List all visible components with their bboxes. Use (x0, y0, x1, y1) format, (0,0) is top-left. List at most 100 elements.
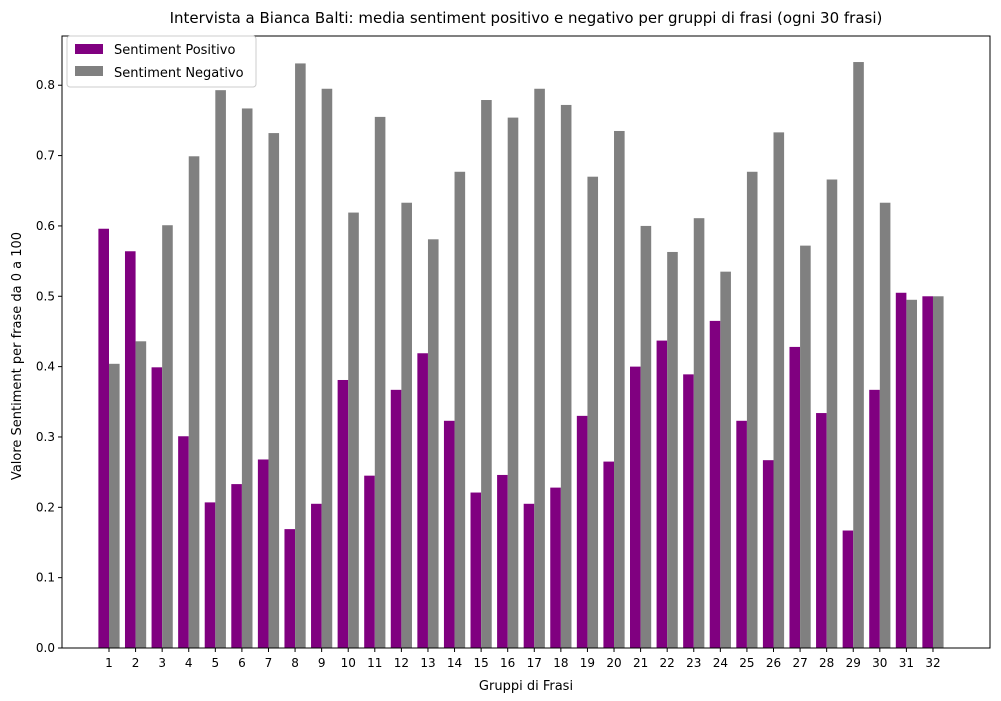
bar-negativo-18 (560, 104, 572, 648)
bar-negativo-17 (534, 88, 545, 648)
bar-negativo-19 (587, 176, 599, 648)
chart-title: Intervista a Bianca Balti: media sentime… (170, 9, 883, 27)
bar-negativo-28 (826, 179, 838, 648)
bar-negativo-6 (241, 108, 253, 648)
plot-frame (61, 35, 991, 649)
y-tick-label-0.2: 0.2 (36, 500, 55, 514)
bar-negativo-10 (348, 212, 359, 648)
x-tick-label-16: 16 (500, 656, 515, 670)
x-tick-label-30: 30 (872, 656, 887, 670)
x-tick-label-29: 29 (846, 656, 861, 670)
x-tick-label-3: 3 (158, 656, 166, 670)
bar-positivo-13 (417, 353, 428, 648)
x-tick-label-17: 17 (527, 656, 542, 670)
legend-label-positivo: Sentiment Positivo (114, 43, 235, 58)
bar-positivo-23 (683, 374, 694, 648)
y-tick-label-0.4: 0.4 (36, 360, 55, 374)
y-tick-label-0.5: 0.5 (36, 289, 55, 303)
x-tick-label-11: 11 (367, 656, 382, 670)
bar-positivo-28 (816, 413, 827, 648)
bar-positivo-22 (656, 340, 668, 648)
x-tick-label-23: 23 (686, 656, 701, 670)
bar-negativo-24 (720, 271, 731, 648)
bar-negativo-8 (295, 63, 306, 649)
x-tick-label-10: 10 (341, 656, 356, 670)
y-axis: 0.0 0.1 0.2 0.3 0.4 0.5 0.6 0.7 0.8 (36, 78, 62, 655)
bar-positivo-32 (922, 296, 933, 648)
bar-negativo-21 (640, 225, 652, 648)
x-tick-label-22: 22 (660, 656, 675, 670)
bar-negativo-22 (667, 251, 678, 648)
bar-positivo-4 (178, 436, 189, 648)
bar-negativo-31 (906, 299, 917, 648)
bar-positivo-12 (390, 389, 402, 648)
y-tick-label-0.3: 0.3 (36, 430, 55, 444)
x-tick-label-21: 21 (633, 656, 648, 670)
x-tick-label-28: 28 (819, 656, 834, 670)
x-tick-label-8: 8 (291, 656, 299, 670)
bar-positivo-17 (523, 503, 535, 648)
bar-positivo-5 (204, 502, 216, 648)
bar-positivo-8 (284, 529, 296, 648)
x-tick-label-9: 9 (318, 656, 326, 670)
y-axis-label: Valore Sentiment per frase da 0 a 100 (10, 232, 25, 480)
x-tick-label-26: 26 (766, 656, 781, 670)
bar-negativo-15 (481, 100, 492, 648)
bar-positivo-1 (98, 228, 109, 649)
x-tick-label-14: 14 (447, 656, 462, 670)
bar-positivo-14 (443, 420, 455, 648)
bar-positivo-30 (869, 389, 880, 648)
bar-negativo-9 (321, 88, 333, 648)
x-tick-label-13: 13 (420, 656, 435, 670)
bar-negativo-25 (746, 171, 758, 648)
bar-negativo-20 (614, 130, 625, 649)
bar-negativo-4 (188, 156, 200, 649)
x-tick-label-1: 1 (105, 656, 113, 670)
bar-negativo-32 (932, 296, 944, 648)
bar-positivo-19 (576, 415, 588, 648)
x-tick-label-2: 2 (132, 656, 140, 670)
bar-negativo-12 (401, 202, 412, 648)
x-tick-label-25: 25 (739, 656, 754, 670)
bar-negativo-2 (135, 341, 147, 648)
bar-positivo-24 (709, 320, 721, 648)
x-tick-label-4: 4 (185, 656, 193, 670)
x-tick-label-12: 12 (394, 656, 409, 670)
bar-negativo-5 (215, 90, 226, 649)
y-tick-label-0.6: 0.6 (36, 219, 55, 233)
legend-swatch-negativo (75, 66, 103, 76)
bar-positivo-21 (630, 366, 641, 648)
y-tick-label-0.7: 0.7 (36, 149, 55, 163)
bar-negativo-3 (162, 225, 173, 649)
bar-positivo-7 (257, 459, 269, 648)
bar-positivo-16 (497, 474, 508, 648)
bar-negativo-26 (773, 132, 785, 648)
bar-positivo-27 (789, 346, 801, 648)
x-tick-label-27: 27 (792, 656, 807, 670)
x-axis: 1 2 3 4 5 6 7 8 9 10 11 12 13 14 15 16 17 18 19 20 21 22 23 24 2… (105, 648, 941, 670)
y-tick-label-0.1: 0.1 (36, 571, 55, 585)
y-tick-label-0.0: 0.0 (36, 641, 55, 655)
bar-positivo-3 (151, 367, 163, 648)
x-tick-label-15: 15 (473, 656, 488, 670)
x-tick-label-7: 7 (265, 656, 273, 670)
bars-group (98, 62, 944, 649)
bar-negativo-7 (268, 133, 280, 648)
x-tick-label-24: 24 (713, 656, 728, 670)
bar-positivo-2 (124, 251, 136, 648)
legend-swatch-positivo (75, 44, 103, 54)
bar-positivo-11 (364, 475, 375, 648)
bar-positivo-10 (337, 379, 349, 648)
bar-positivo-9 (311, 503, 322, 648)
bar-negativo-27 (800, 245, 811, 648)
x-tick-label-31: 31 (899, 656, 914, 670)
legend-frame (66, 35, 257, 88)
bar-positivo-20 (603, 461, 615, 648)
bar-positivo-25 (736, 420, 747, 648)
bar-negativo-11 (374, 116, 386, 648)
bar-positivo-6 (231, 484, 242, 648)
x-tick-label-5: 5 (211, 656, 219, 670)
bar-positivo-31 (895, 292, 907, 648)
bar-positivo-26 (762, 460, 774, 648)
